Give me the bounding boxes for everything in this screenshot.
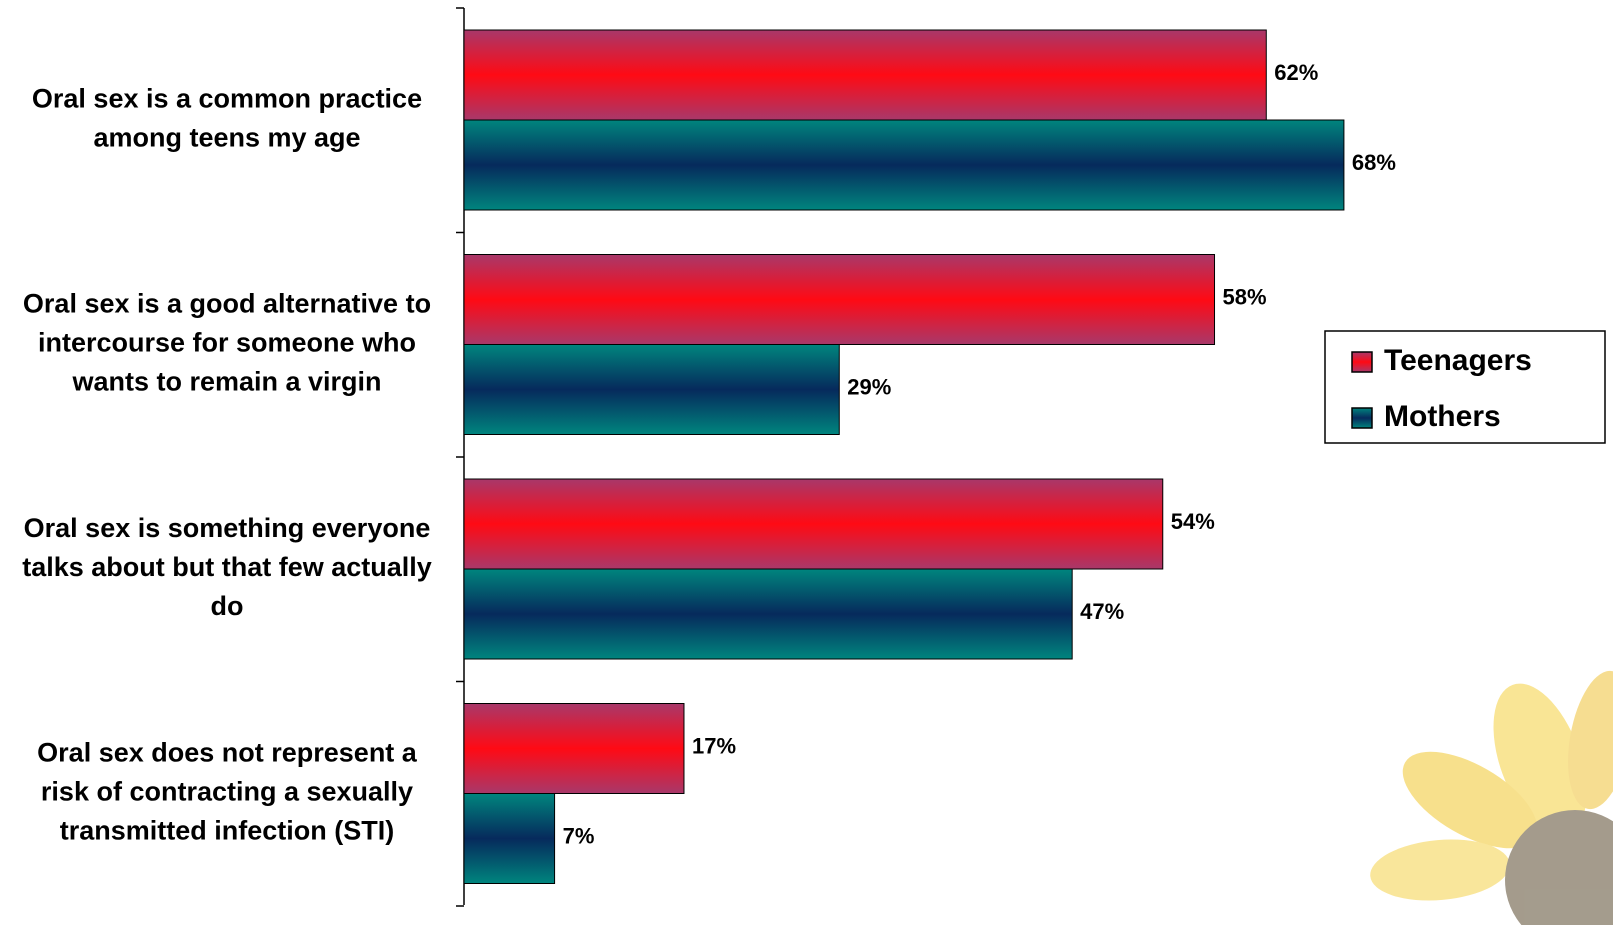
value-label: 62% xyxy=(1274,60,1318,85)
category-label: transmitted infection (STI) xyxy=(60,816,395,846)
bar xyxy=(463,793,556,884)
value-label: 68% xyxy=(1352,150,1396,175)
value-label: 47% xyxy=(1080,599,1124,624)
value-label: 7% xyxy=(563,823,595,848)
category-label: wants to remain a virgin xyxy=(71,367,381,397)
bar xyxy=(463,254,1216,345)
value-label: 58% xyxy=(1223,284,1267,309)
bar xyxy=(463,478,1164,570)
category-label: risk of contracting a sexually xyxy=(41,777,413,807)
sunflower-decoration xyxy=(1370,670,1613,925)
bar xyxy=(463,703,685,794)
category-label: Oral sex does not represent a xyxy=(37,738,418,768)
legend-swatch xyxy=(1351,407,1373,429)
legend-swatch xyxy=(1351,351,1373,373)
legend-label: Mothers xyxy=(1384,400,1501,433)
bar xyxy=(463,119,1345,211)
category-label: intercourse for someone who xyxy=(38,328,416,358)
category-label: Oral sex is a common practice xyxy=(32,84,422,114)
category-label: Oral sex is a good alternative to xyxy=(23,289,431,319)
category-label: do xyxy=(211,591,244,621)
value-label: 54% xyxy=(1171,509,1215,534)
bar xyxy=(463,568,1073,660)
category-label: among teens my age xyxy=(93,123,360,153)
value-label: 17% xyxy=(692,733,736,758)
category-label: talks about but that few actually xyxy=(22,552,432,582)
category-label: Oral sex is something everyone xyxy=(24,513,431,543)
bar xyxy=(463,344,840,435)
legend-label: Teenagers xyxy=(1384,344,1532,377)
value-label: 29% xyxy=(847,374,891,399)
bar xyxy=(463,29,1267,121)
